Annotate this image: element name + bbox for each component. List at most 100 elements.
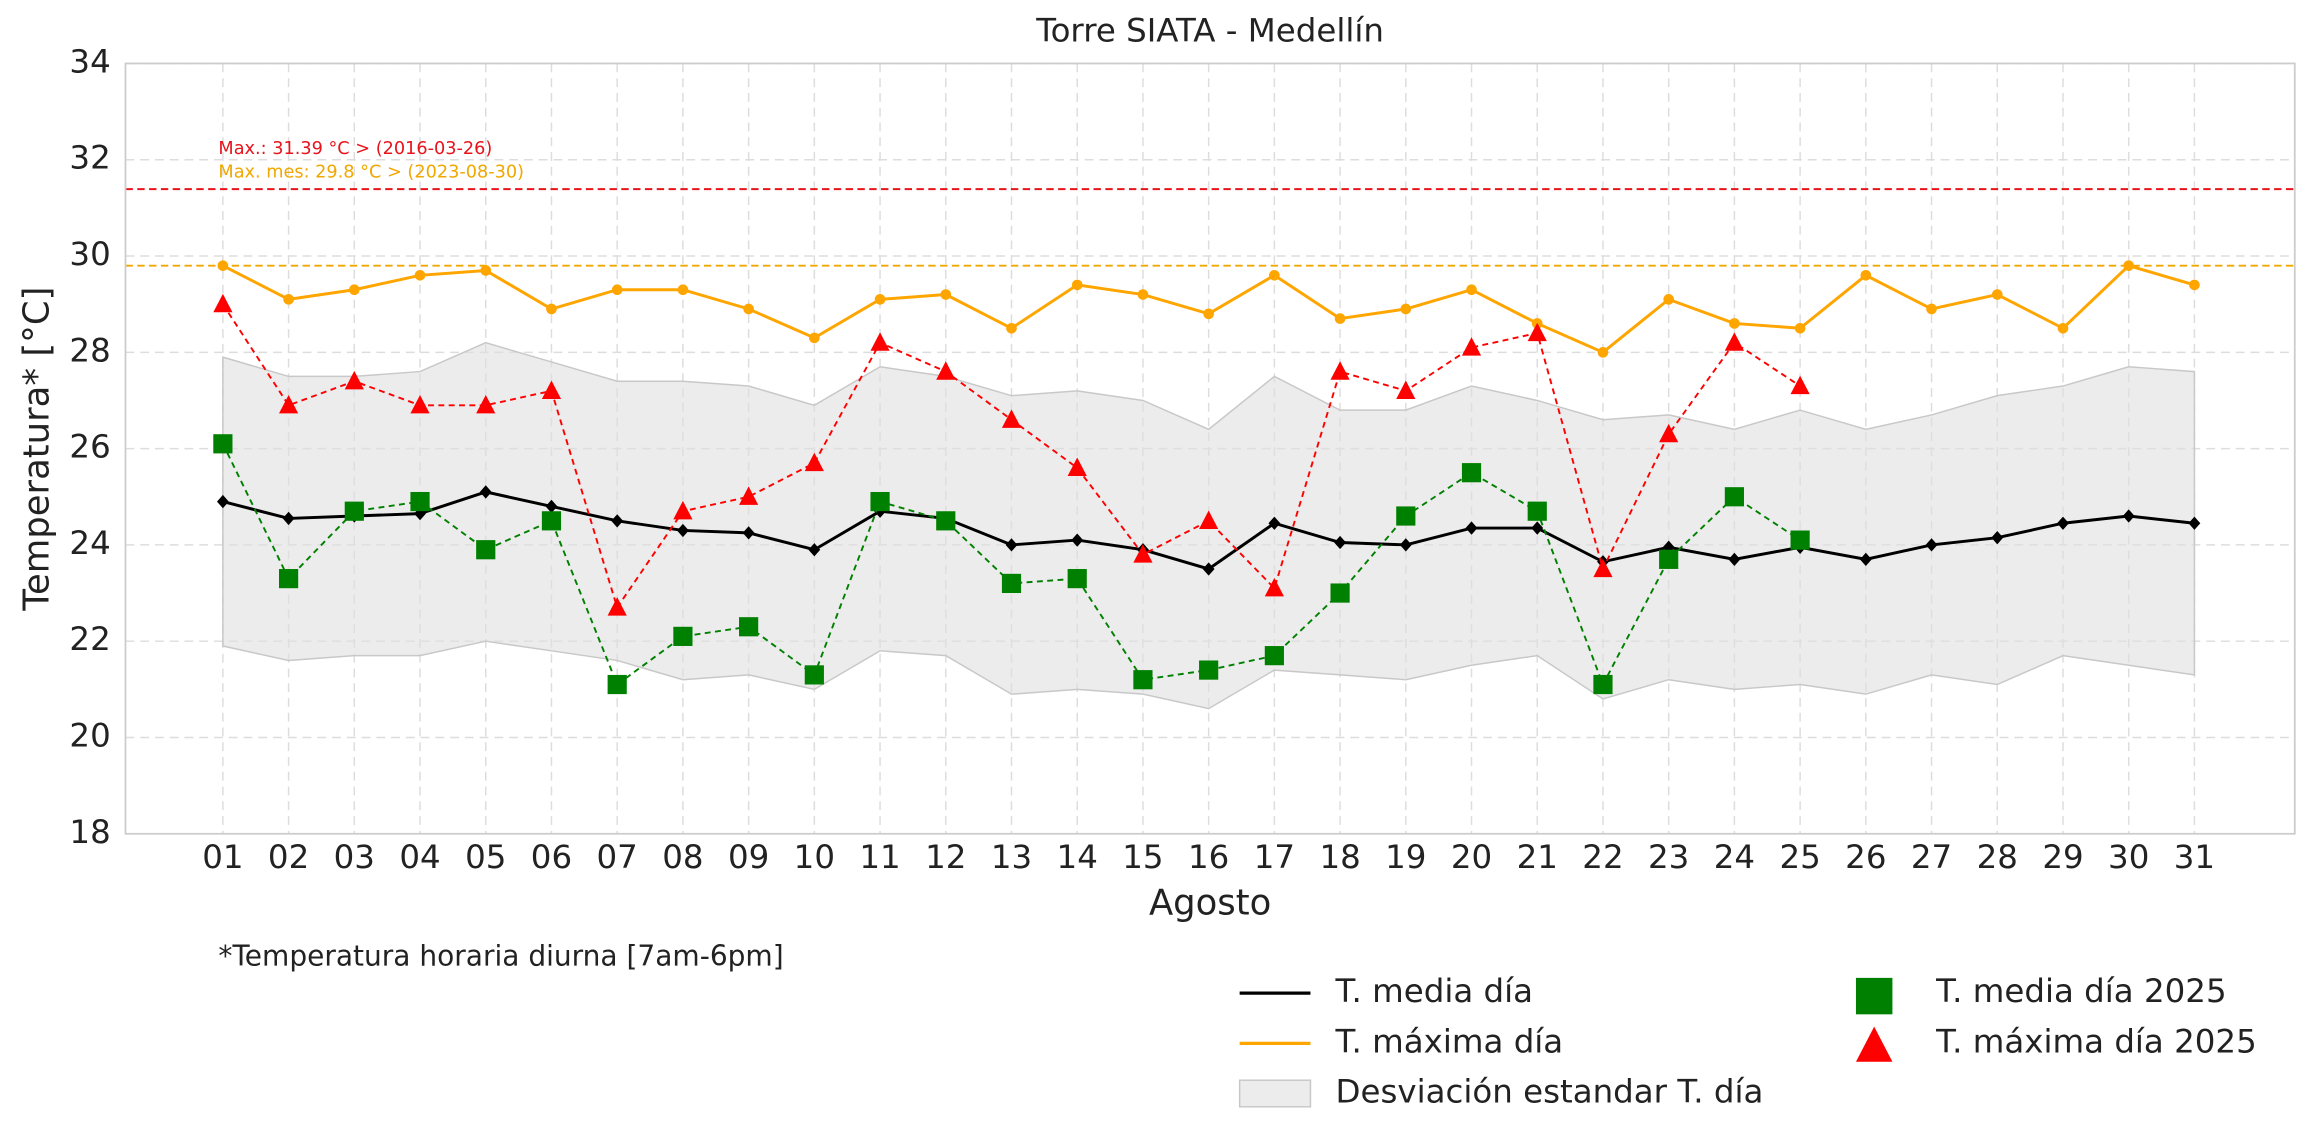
data-point: [936, 361, 956, 380]
x-tick-label: 21: [1517, 838, 1558, 876]
reference-label: Max. mes: 29.8 °C > (2023-08-30): [218, 163, 524, 183]
x-tick-label: 02: [268, 838, 309, 876]
legend-label: Desviación estandar T. día: [1336, 1072, 1764, 1110]
y-tick-label: 32: [69, 139, 110, 177]
data-point: [213, 293, 233, 313]
x-axis-label: Agosto: [1149, 883, 1271, 924]
data-point: [1330, 361, 1350, 380]
data-point: [1396, 380, 1416, 399]
data-point: [804, 452, 824, 472]
data-point: [279, 569, 299, 589]
data-point: [936, 511, 956, 531]
chart-title: Torre SIATA - Medellín: [1035, 11, 1384, 49]
data-point: [541, 511, 562, 531]
data-point: [1268, 516, 1281, 530]
data-point: [480, 265, 492, 276]
data-point: [541, 380, 562, 399]
data-point: [1199, 660, 1219, 680]
data-point: [1461, 463, 1482, 483]
data-point: [677, 284, 689, 296]
data-point: [1399, 538, 1412, 552]
y-tick-label: 26: [69, 428, 110, 466]
legend-label: T. media día 2025: [1935, 972, 2226, 1010]
data-point: [1203, 308, 1214, 320]
data-point: [1137, 289, 1149, 300]
data-point: [546, 303, 557, 315]
data-point: [1133, 670, 1153, 690]
x-tick-label: 27: [1911, 838, 1952, 876]
data-point: [1264, 577, 1284, 597]
plot-frame: [124, 62, 2296, 835]
data-point: [1790, 530, 1810, 550]
data-point: [1925, 538, 1938, 552]
data-point: [940, 289, 952, 300]
data-point: [1794, 322, 1806, 334]
x-tick-label: 22: [1582, 838, 1623, 876]
y-tick-label: 22: [69, 620, 110, 658]
x-tick-label: 08: [662, 838, 703, 876]
data-point: [1531, 521, 1544, 535]
data-point: [1067, 569, 1087, 589]
data-point: [479, 485, 492, 499]
legend-label: T. máxima día: [1335, 1022, 1564, 1060]
x-tick-label: 04: [399, 838, 440, 876]
data-point: [607, 674, 627, 695]
data-point: [1005, 538, 1018, 552]
legend-swatch: [1855, 977, 1893, 1015]
data-point: [1729, 318, 1740, 329]
x-tick-label: 23: [1648, 838, 1689, 876]
data-point: [1659, 423, 1679, 443]
data-point: [611, 284, 623, 296]
data-point: [1728, 552, 1741, 566]
data-point: [1067, 457, 1087, 476]
data-point: [2122, 509, 2135, 523]
legend-label: T. media día: [1335, 972, 1534, 1010]
x-tick-label: 19: [1385, 838, 1426, 876]
x-tick-label: 11: [859, 838, 900, 876]
data-point: [476, 540, 496, 560]
data-point: [1071, 279, 1083, 291]
data-point: [1466, 284, 1477, 296]
y-tick-label: 24: [69, 524, 110, 562]
data-point: [1199, 510, 1219, 529]
data-point: [2188, 516, 2201, 530]
data-point: [739, 617, 759, 637]
x-tick-label: 16: [1188, 838, 1229, 876]
x-tick-label: 30: [2108, 838, 2149, 876]
legend-label: T. máxima día 2025: [1935, 1022, 2257, 1060]
data-point: [410, 394, 430, 414]
x-tick-label: 13: [991, 838, 1032, 876]
data-point: [739, 486, 759, 505]
y-tick-label: 30: [69, 235, 110, 273]
x-tick-label: 17: [1254, 838, 1295, 876]
data-point: [2057, 322, 2069, 334]
y-tick-label: 20: [69, 716, 110, 754]
data-point: [349, 284, 360, 296]
x-tick-label: 12: [925, 838, 966, 876]
x-tick-label: 29: [2042, 838, 2083, 876]
x-tick-label: 18: [1319, 838, 1360, 876]
data-point: [213, 434, 233, 454]
data-point: [1926, 303, 1937, 315]
data-point: [2057, 516, 2069, 530]
data-point: [1334, 535, 1346, 550]
legend-swatch: [1238, 1079, 1312, 1108]
data-point: [742, 526, 755, 540]
data-point: [344, 370, 364, 390]
data-point: [1991, 289, 2003, 300]
data-point: [2189, 279, 2200, 291]
data-point: [1527, 501, 1547, 521]
x-tick-label: 07: [597, 838, 638, 876]
x-tick-label: 26: [1845, 838, 1886, 876]
x-tick-label: 24: [1714, 838, 1755, 876]
data-point: [1133, 544, 1153, 563]
data-point: [279, 394, 299, 414]
data-point: [1264, 646, 1284, 666]
data-point: [1330, 583, 1350, 603]
y-tick-label: 34: [69, 42, 110, 80]
x-tick-label: 15: [1122, 838, 1163, 876]
data-point: [2123, 260, 2135, 271]
x-tick-label: 01: [202, 838, 243, 876]
data-point: [743, 303, 754, 315]
data-point: [673, 500, 693, 520]
